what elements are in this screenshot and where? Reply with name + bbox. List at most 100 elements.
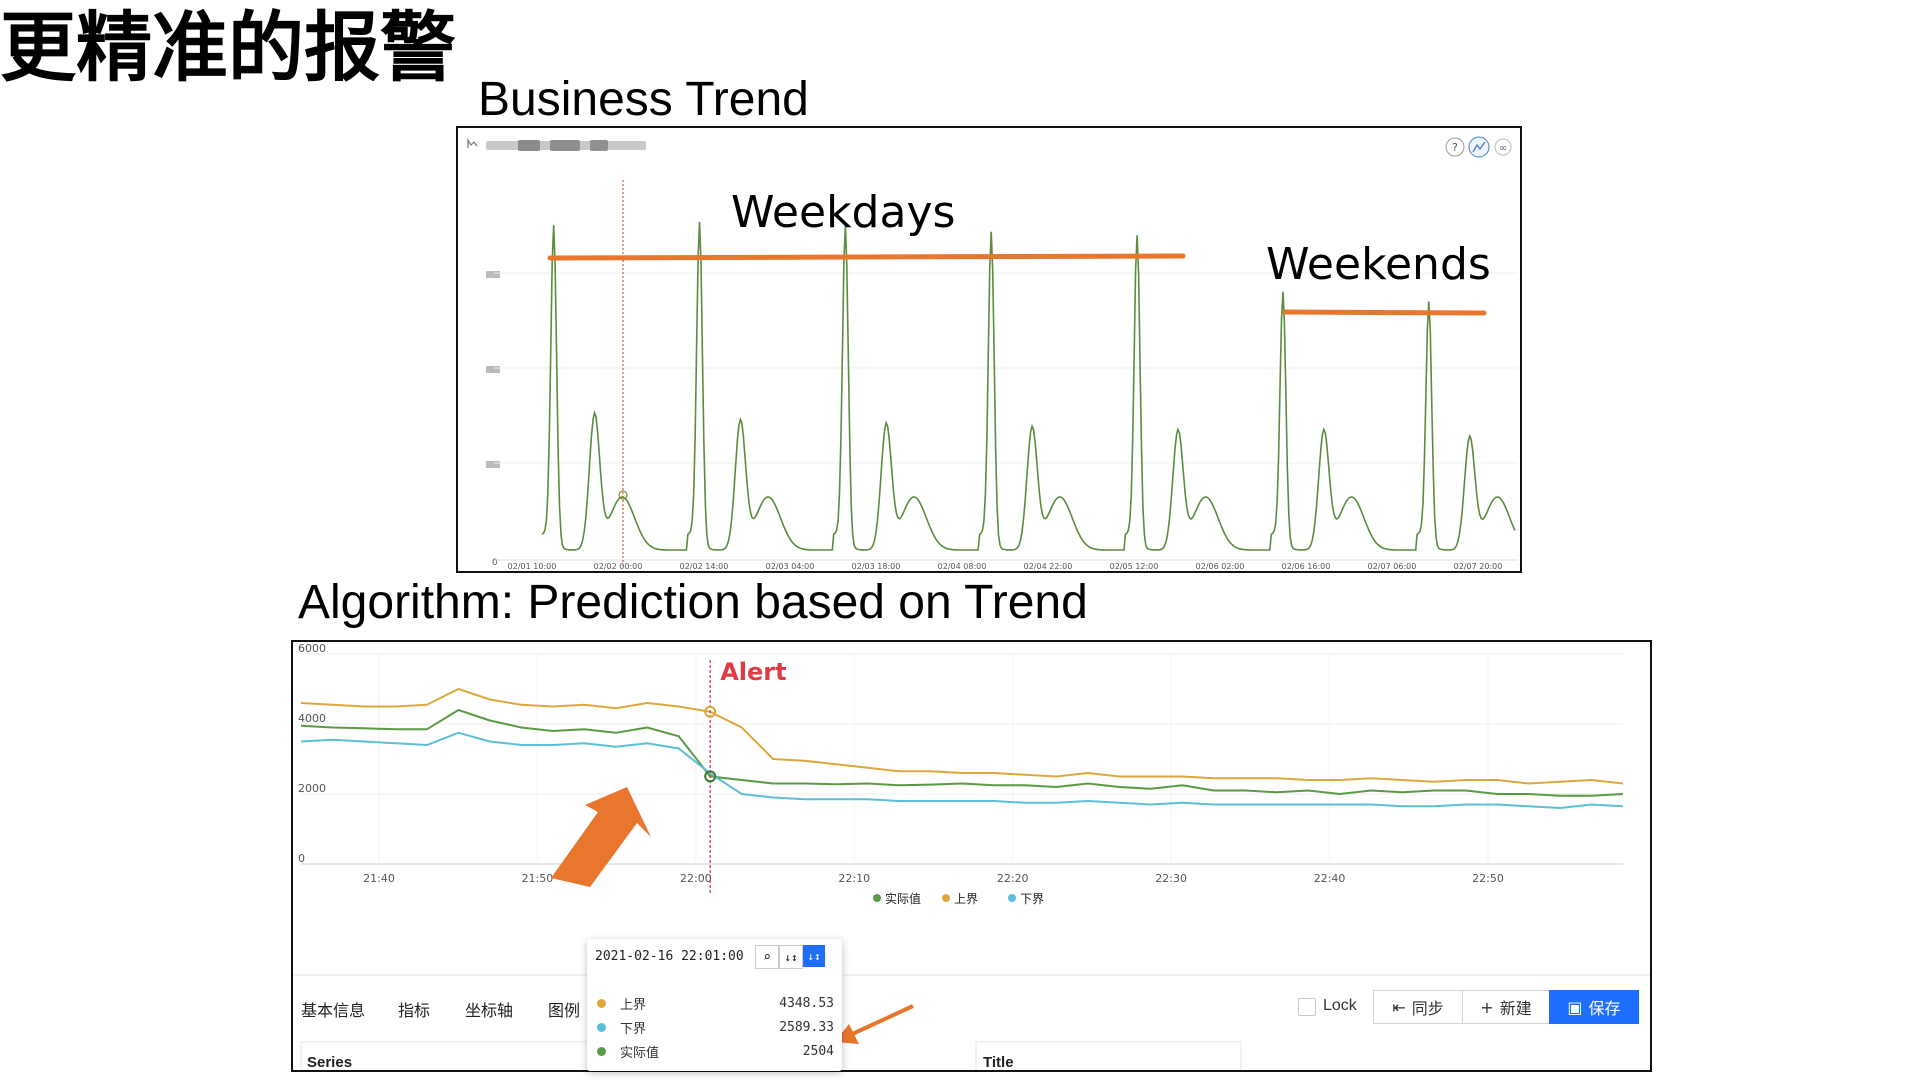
trend-series-line	[541, 221, 1516, 551]
marker-point	[618, 490, 628, 500]
tab-legend[interactable]: 图例	[548, 1001, 581, 1020]
sync-icon: ⇤	[1392, 997, 1406, 1017]
x-tick-label: 22:50	[1472, 872, 1504, 885]
weekends-bar	[1282, 309, 1487, 316]
lock-checkbox[interactable]	[1298, 998, 1316, 1016]
legend-label[interactable]: 下界	[1020, 892, 1044, 906]
x-tick-label: 21:40	[363, 872, 395, 885]
x-tick-label: 22:20	[997, 872, 1029, 885]
x-tick-label: 02/02 14:00	[680, 562, 729, 571]
x-tick-label: 22:40	[1314, 872, 1346, 885]
alert-label: Alert	[720, 658, 786, 686]
tooltip-timestamp: 2021-02-16 22:01:00	[595, 949, 744, 964]
x-tick-label: 02/05 12:00	[1110, 562, 1159, 571]
new-label: 新建	[1499, 999, 1532, 1018]
weekends-label: Weekends	[1266, 239, 1491, 290]
save-button[interactable]: ▣ 保存	[1549, 990, 1639, 1024]
slide-title: 更精准的报警	[0, 3, 456, 92]
legend-label[interactable]: 实际值	[885, 891, 921, 906]
legend-dot	[597, 1046, 606, 1056]
algo-x-axis: 21:40 21:50 22:00 22:10 22:20 22:30 22:40 22:50	[363, 872, 1504, 885]
series-field-label: Series	[307, 1054, 353, 1071]
value-arrow	[835, 1004, 914, 1044]
trend-x-axis: 02/01 10:00 02/02 00:00 02/02 14:00 02/03 0…	[508, 562, 1503, 571]
y-tick-label: 6000	[298, 642, 326, 655]
sync-button[interactable]: ⇤ 同步	[1373, 990, 1463, 1024]
legend-dot	[597, 1022, 606, 1032]
tab-axes[interactable]: 坐标轴	[465, 1001, 514, 1020]
y-label-blurred	[486, 461, 500, 468]
y-zero-label: 0	[492, 558, 498, 568]
legend-dot	[597, 998, 606, 1008]
x-tick-label: 21:50	[522, 872, 554, 885]
x-tick-label: 02/06 16:00	[1282, 562, 1331, 571]
svg-text:?: ?	[1452, 141, 1458, 154]
sort-asc-icon[interactable]: ↓↕	[779, 945, 803, 969]
legend-label[interactable]: 上界	[954, 892, 978, 906]
x-tick-label: 02/07 06:00	[1368, 562, 1417, 571]
series-line-upper-bound	[300, 687, 1624, 785]
weekdays-bar	[547, 253, 1186, 261]
tooltip-row: 实际值 2504	[597, 1041, 834, 1061]
trend-chart-svg: ? ∞ 0 Weekdays Weekends	[467, 136, 1518, 571]
chart-type-icon	[467, 137, 478, 148]
lock-label: Lock	[1323, 997, 1357, 1014]
tab-basic-info[interactable]: 基本信息	[301, 1001, 366, 1020]
tooltip-row: 下界 2589.33	[597, 1017, 834, 1037]
help-icon[interactable]: ?	[1445, 137, 1465, 157]
save-label: 保存	[1588, 999, 1621, 1018]
hover-tooltip: 2021-02-16 22:01:00 ⌕ ↓↕ ↓↕ 上界 4348.53 下…	[587, 939, 842, 1071]
blurred-chart-title	[486, 140, 646, 151]
hover-point-actual	[704, 770, 717, 783]
x-tick-label: 02/06 02:00	[1196, 562, 1245, 571]
x-tick-label: 22:00	[680, 872, 712, 885]
y-tick-label: 4000	[298, 712, 326, 725]
tooltip-series-name: 下界	[620, 1021, 647, 1037]
algo-section-title: Algorithm: Prediction based on Trend	[298, 576, 1088, 629]
x-tick-label: 02/03 04:00	[766, 562, 815, 571]
x-tick-label: 02/02 00:00	[594, 562, 643, 571]
x-tick-label: 02/03 18:00	[852, 562, 901, 571]
link-icon[interactable]: ∞	[1494, 138, 1512, 156]
series-line-actual	[300, 708, 1624, 797]
legend-dot	[942, 894, 950, 902]
algo-chart-panel: 0 2000 4000 6000 21:40 21:50 22:00 22:10 22:20 2…	[291, 640, 1652, 1072]
hover-point-upper	[704, 705, 717, 718]
title-field-box	[975, 1041, 1242, 1070]
y-tick-label: 0	[298, 852, 305, 865]
tooltip-row: 上界 4348.53	[597, 993, 834, 1013]
tooltip-series-value: 4348.53	[779, 995, 834, 1011]
svg-text:∞: ∞	[1499, 143, 1507, 154]
trend-chart-panel: ? ∞ 0 Weekdays Weekends	[456, 126, 1522, 573]
save-icon: ▣	[1567, 997, 1583, 1017]
y-label-blurred	[486, 271, 500, 278]
y-label-blurred	[486, 366, 500, 373]
algo-grid	[301, 653, 1623, 865]
legend-dot	[873, 894, 881, 902]
x-tick-label: 02/04 22:00	[1024, 562, 1073, 571]
x-tick-label: 02/04 08:00	[938, 562, 987, 571]
new-button[interactable]: + 新建	[1462, 990, 1550, 1024]
sync-label: 同步	[1411, 999, 1444, 1018]
title-field-label: Title	[983, 1054, 1014, 1071]
legend-dot	[1008, 894, 1016, 902]
tooltip-series-value: 2589.33	[779, 1019, 834, 1035]
y-tick-label: 2000	[298, 782, 326, 795]
alert-arrow	[551, 787, 651, 887]
series-line-lower-bound	[300, 731, 1624, 810]
weekdays-label: Weekdays	[731, 187, 955, 238]
algo-y-axis: 0 2000 4000 6000	[298, 642, 326, 865]
x-tick-label: 02/07 20:00	[1454, 562, 1503, 571]
search-icon[interactable]: ⌕	[755, 945, 779, 969]
x-tick-label: 22:10	[838, 872, 870, 885]
tab-metrics[interactable]: 指标	[398, 1001, 431, 1020]
x-tick-label: 02/01 10:00	[508, 562, 557, 571]
tooltip-series-name: 上界	[620, 997, 647, 1013]
sort-desc-icon[interactable]: ↓↕	[803, 945, 825, 967]
chart-view-icon[interactable]	[1468, 136, 1490, 158]
x-tick-label: 22:30	[1155, 872, 1187, 885]
trend-grid	[494, 272, 1518, 561]
trend-section-title: Business Trend	[478, 73, 809, 126]
tooltip-series-name: 实际值	[620, 1045, 660, 1061]
tooltip-series-value: 2504	[802, 1043, 834, 1059]
